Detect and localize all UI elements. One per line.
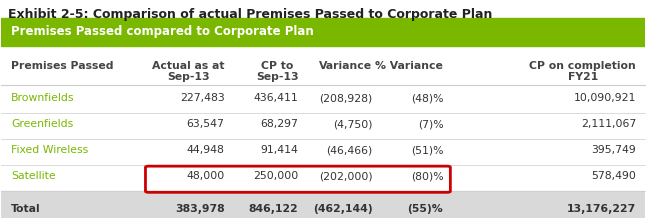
Text: Premises Passed compared to Corporate Plan: Premises Passed compared to Corporate Pl… [11, 25, 314, 38]
Text: CP on completion
FY21: CP on completion FY21 [530, 61, 636, 82]
Text: Fixed Wireless: Fixed Wireless [11, 145, 89, 155]
Text: 10,090,921: 10,090,921 [574, 93, 636, 103]
Text: Actual as at
Sep-13: Actual as at Sep-13 [152, 61, 225, 82]
Text: Total: Total [11, 203, 41, 214]
Text: 436,411: 436,411 [254, 93, 298, 103]
Text: (48)%: (48)% [411, 93, 443, 103]
Text: Premises Passed: Premises Passed [11, 61, 114, 71]
Text: (202,000): (202,000) [319, 171, 373, 181]
Text: 44,948: 44,948 [187, 145, 225, 155]
Text: 48,000: 48,000 [186, 171, 225, 181]
Text: (4,750): (4,750) [333, 119, 373, 129]
Text: Greenfields: Greenfields [11, 119, 73, 129]
Text: (51)%: (51)% [411, 145, 443, 155]
Text: 395,749: 395,749 [592, 145, 636, 155]
Text: 13,176,227: 13,176,227 [567, 203, 636, 214]
Text: (55)%: (55)% [408, 203, 443, 214]
Text: 578,490: 578,490 [591, 171, 636, 181]
Text: % Variance: % Variance [375, 61, 443, 71]
Text: (7)%: (7)% [418, 119, 443, 129]
Text: 383,978: 383,978 [175, 203, 225, 214]
Text: 2,111,067: 2,111,067 [581, 119, 636, 129]
Bar [1, 18, 645, 46]
Text: 68,297: 68,297 [261, 119, 298, 129]
Text: Exhibit 2-5: Comparison of actual Premises Passed to Corporate Plan: Exhibit 2-5: Comparison of actual Premis… [8, 8, 492, 21]
Text: 63,547: 63,547 [187, 119, 225, 129]
Text: Satellite: Satellite [11, 171, 56, 181]
Text: (208,928): (208,928) [319, 93, 373, 103]
Text: (46,466): (46,466) [326, 145, 373, 155]
Text: (80)%: (80)% [411, 171, 443, 181]
Text: 250,000: 250,000 [253, 171, 298, 181]
Text: 91,414: 91,414 [261, 145, 298, 155]
Text: Variance: Variance [319, 61, 373, 71]
Text: 846,122: 846,122 [249, 203, 298, 214]
Bar [1, 191, 645, 219]
Text: CP to
Sep-13: CP to Sep-13 [256, 61, 298, 82]
Text: Brownfields: Brownfields [11, 93, 74, 103]
Text: 227,483: 227,483 [180, 93, 225, 103]
Text: (462,144): (462,144) [313, 203, 373, 214]
